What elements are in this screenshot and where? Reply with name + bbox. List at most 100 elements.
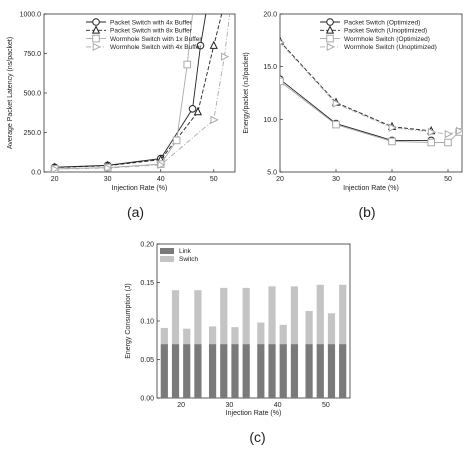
panel-caption: (c) [249, 429, 265, 445]
data-point [280, 39, 285, 45]
x-tick-label: 20 [276, 176, 284, 183]
y-tick-label: 15.0 [263, 64, 277, 71]
legend-swatch [160, 248, 174, 254]
bar-link [183, 344, 191, 398]
data-point [427, 127, 437, 137]
x-tick-label: 50 [322, 402, 330, 409]
bar-link [220, 344, 228, 398]
x-axis-label: Injection Rate (%) [343, 185, 399, 192]
bar-link [327, 344, 336, 398]
data-point [157, 160, 166, 169]
legend-marker [92, 42, 101, 52]
y-tick-label: 5.0 [267, 170, 277, 177]
y-tick-label: 1000.0 [20, 12, 42, 19]
bar-link [160, 344, 168, 398]
bar-switch [194, 290, 202, 345]
data-point [188, 105, 197, 113]
bar-link [171, 344, 180, 398]
legend-label: Packet Switch with 4x Buffer [110, 19, 193, 26]
legend-label: Wormhole Switch (Unoptimized) [344, 44, 437, 51]
y-tick-label: 500.0 [23, 91, 41, 98]
y-tick-label: 0.00 [140, 396, 154, 403]
y-tick-label: 0.15 [140, 280, 154, 287]
chart-b: 20 30 40 50 5.0 10.0 15.0 20.0 Injection Rate (%… [243, 12, 463, 220]
data-point [172, 136, 181, 145]
x-tick-label: 20 [51, 176, 59, 183]
series-line [54, 14, 223, 169]
data-point [332, 120, 340, 129]
panel-caption: (a) [127, 204, 144, 220]
x-tick-label: 40 [274, 402, 282, 409]
series-line [280, 78, 432, 141]
bar-switch [316, 284, 324, 345]
series-line [280, 42, 460, 135]
bar-switch [231, 327, 239, 345]
legend-swatch [160, 256, 174, 262]
bar-link [242, 344, 250, 398]
y-tick-label: 0.0 [31, 170, 41, 177]
data-point [444, 138, 452, 147]
data-point [427, 138, 435, 147]
bar-switch [339, 284, 347, 345]
data-point [193, 107, 202, 116]
bar-link [290, 344, 299, 398]
bar-link [316, 344, 324, 398]
legend-label: Wormhole Switch (Optimized) [344, 36, 430, 43]
legend-label: Wormhole Switch with 1x Buffer [110, 36, 202, 43]
y-axis-label: Energy Consumption (J) [125, 283, 132, 358]
legend-marker [326, 34, 334, 43]
bar-link [231, 344, 239, 398]
bar-link [208, 344, 217, 398]
series-layer [50, 14, 231, 172]
x-tick-label: 30 [225, 402, 233, 409]
bar-switch [327, 313, 336, 345]
y-tick-label: 0.10 [140, 319, 154, 326]
x-axis-label: Injection Rate (%) [112, 185, 168, 192]
data-point [280, 77, 284, 86]
bar-switch [171, 290, 180, 345]
bar-switch [220, 287, 228, 345]
series-line [280, 41, 432, 132]
bar-switch [242, 287, 250, 345]
x-tick-label: 20 [177, 402, 185, 409]
data-point [183, 60, 192, 69]
x-tick-label: 50 [210, 176, 218, 183]
data-point [221, 52, 230, 61]
bar-switch [279, 324, 287, 345]
legend: Packet Switch (Optimized) Packet Switch (… [320, 18, 437, 52]
legend-label: Packet Switch (Unoptimized) [344, 28, 427, 35]
bar-link [268, 344, 276, 398]
y-tick-label: 250.0 [23, 130, 41, 137]
series-layer [280, 36, 462, 147]
data-point [444, 129, 453, 139]
bar-link [257, 344, 265, 398]
data-point [104, 163, 113, 172]
legend-label: Packet Switch with 8x Buffer [110, 28, 193, 35]
bar-switch [208, 326, 217, 345]
legend: Packet Switch with 4x Buffer Packet Switc… [86, 18, 202, 52]
data-point [388, 137, 396, 146]
bar-switch [290, 286, 299, 345]
chart-c: 0.00 0.05 0.10 0.15 0.20 20 30 40 50 Injection Ra… [125, 242, 351, 445]
y-tick-label: 750.0 [23, 51, 41, 58]
x-tick-label: 30 [332, 176, 340, 183]
bar-switch [257, 322, 265, 345]
legend-marker [326, 42, 335, 52]
chart-a: 20 30 40 500.0250.0500.0750.01000.0Injectio… [7, 12, 236, 220]
y-axis-label: Average Packet Latency (ns/packet) [7, 37, 14, 149]
bar-link [279, 344, 287, 398]
y-axis-label: Energy/packet (nJ/packet) [243, 52, 250, 133]
y-tick-label: 10.0 [263, 117, 277, 124]
y-tick-label: 0.20 [140, 242, 154, 249]
bar-switch [183, 328, 191, 345]
bar-switch [160, 327, 168, 345]
y-tick-label: 20.0 [263, 12, 277, 19]
bar-link [194, 344, 202, 398]
bar-link [339, 344, 347, 398]
data-point [210, 115, 219, 124]
legend-marker [326, 18, 334, 26]
legend-marker [325, 25, 335, 34]
bar-switch [305, 310, 313, 345]
